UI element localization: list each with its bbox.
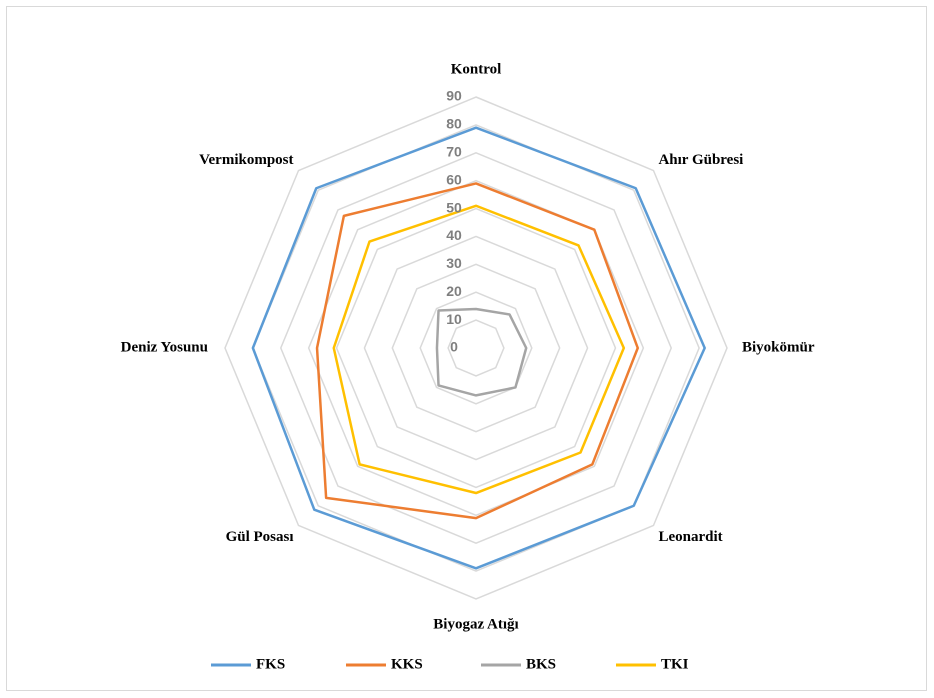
legend-label: BKS: [526, 656, 556, 672]
tick-label: 60: [446, 171, 462, 187]
tick-label: 90: [446, 88, 462, 104]
tick-label: 20: [446, 283, 462, 299]
category-label: Leonardit: [658, 529, 722, 545]
legend-label: TKI: [661, 656, 689, 672]
category-label: Ahır Gübresi: [658, 152, 743, 168]
legend-label: KKS: [391, 656, 423, 672]
series-line: [315, 182, 640, 520]
category-label: Kontrol: [451, 61, 502, 77]
grid-ring: [335, 207, 617, 489]
tick-label: 10: [446, 311, 462, 327]
grid-ring: [391, 263, 561, 433]
category-label: Biyokömür: [742, 339, 815, 355]
grid-ring: [252, 124, 700, 572]
tick-label: 30: [446, 255, 462, 271]
tick-label: 50: [446, 199, 462, 215]
grid-ring: [307, 179, 645, 517]
tick-label: 70: [446, 143, 462, 159]
category-label: Deniz Yosunu: [121, 339, 208, 355]
grid-ring: [363, 235, 589, 461]
series-line: [251, 126, 706, 570]
chart-frame: [6, 6, 927, 691]
legend-label: FKS: [256, 656, 285, 672]
grid-ring: [279, 151, 673, 545]
grid-ring: [447, 319, 505, 377]
grid-ring: [224, 96, 728, 600]
category-label: Vermikompost: [199, 152, 293, 168]
category-label: Gül Posası: [226, 529, 294, 545]
series-line: [435, 307, 528, 397]
tick-label: 80: [446, 116, 462, 132]
category-label: Biyogaz Atığı: [433, 616, 518, 632]
series-line: [332, 204, 626, 495]
grid-ring: [419, 291, 533, 405]
tick-label: 0: [450, 339, 458, 355]
tick-label: 40: [446, 227, 462, 243]
